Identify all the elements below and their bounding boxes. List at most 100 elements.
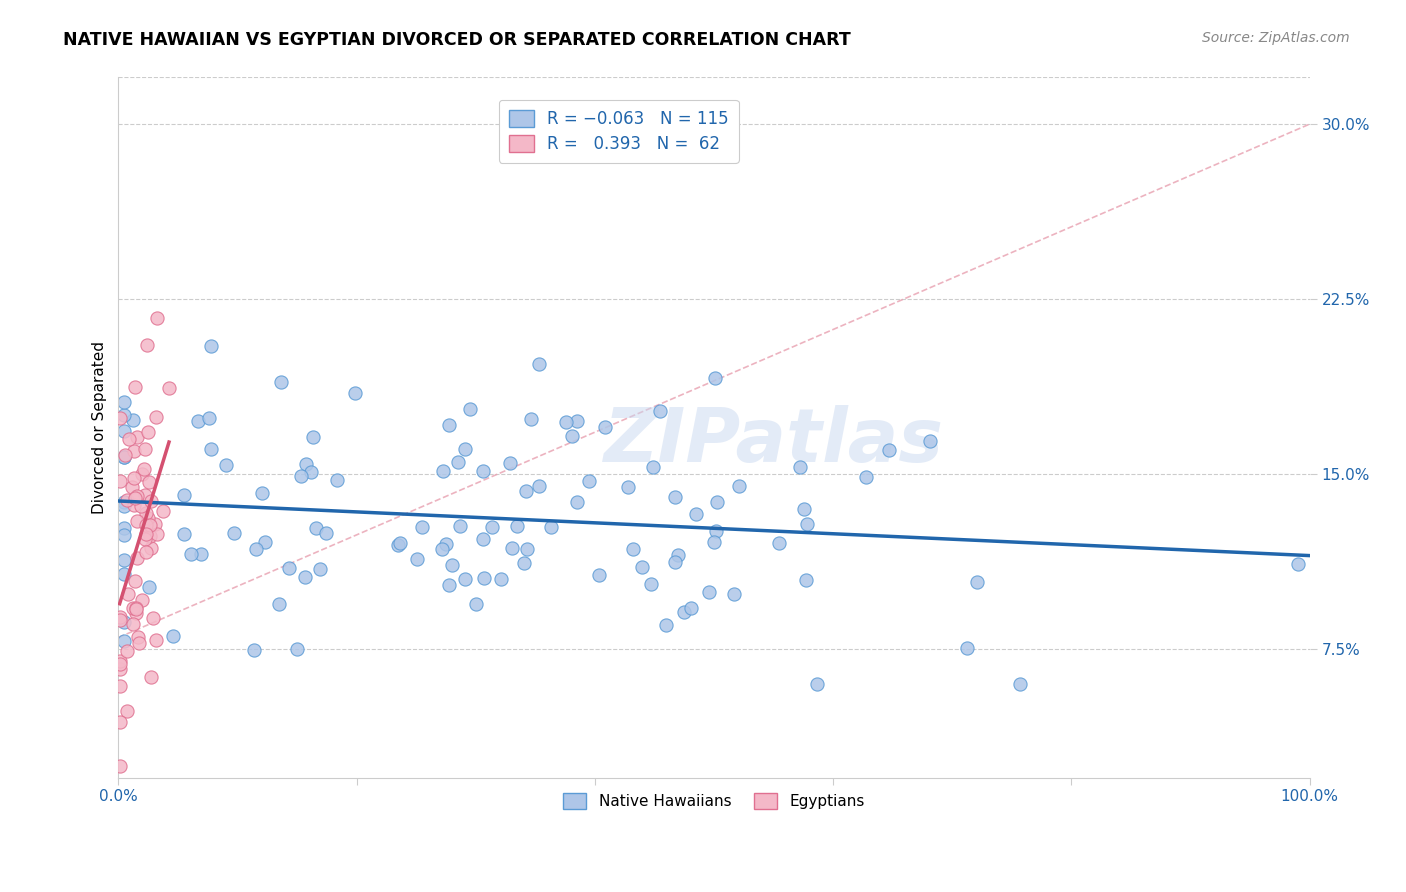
Point [157,381,180,395]
Point [270,376,292,390]
Point [138,580,160,594]
Point [703,535,725,549]
Point [520,412,543,426]
Point [108,475,131,489]
Point [630,560,652,574]
Point [173,488,195,502]
Point [134,488,156,502]
Point [128,636,150,650]
Point [197,410,219,425]
Point [129,500,152,514]
Point [441,558,464,572]
Point [135,545,157,559]
Point [567,495,589,509]
Point [299,465,322,479]
Point [527,479,550,493]
Point [108,679,131,693]
Point [190,547,212,561]
Point [879,443,901,458]
Point [728,479,751,493]
Point [664,555,686,569]
Point [956,641,979,656]
Point [685,507,707,521]
Point [112,615,135,629]
Point [139,494,162,508]
Point [697,585,720,599]
Point [121,600,143,615]
Point [121,413,143,427]
Point [527,357,550,371]
Point [112,395,135,409]
Point [326,473,349,487]
Point [180,547,202,561]
Point [406,551,429,566]
Point [124,491,146,505]
Point [294,569,316,583]
Point [616,480,638,494]
Point [136,511,159,525]
Point [499,457,522,471]
Point [855,470,877,484]
Point [200,442,222,457]
Point [793,501,815,516]
Point [112,495,135,509]
Point [139,670,162,684]
Point [125,602,148,616]
Point [449,519,471,533]
Point [215,458,238,472]
Point [796,516,818,531]
Point [122,471,145,485]
Point [173,526,195,541]
Point [243,643,266,657]
Point [139,541,162,555]
Point [112,634,135,648]
Point [132,461,155,475]
Point [387,538,409,552]
Point [295,457,318,471]
Point [162,629,184,643]
Text: Source: ZipAtlas.com: Source: ZipAtlas.com [1202,31,1350,45]
Point [138,475,160,489]
Point [134,442,156,457]
Text: NATIVE HAWAIIAN VS EGYPTIAN DIVORCED OR SEPARATED CORRELATION CHART: NATIVE HAWAIIAN VS EGYPTIAN DIVORCED OR … [63,31,851,49]
Point [112,521,135,535]
Point [920,434,942,448]
Point [471,464,494,478]
Point [474,571,496,585]
Point [122,444,145,458]
Point [277,560,299,574]
Point [491,572,513,586]
Point [650,404,672,418]
Point [302,430,325,444]
Point [108,613,131,627]
Point [447,455,470,469]
Point [1286,558,1309,572]
Point [465,597,488,611]
Point [681,600,703,615]
Point [108,411,131,425]
Point [664,490,686,504]
Point [122,617,145,632]
Point [513,556,536,570]
Point [112,552,135,566]
Point [315,525,337,540]
Point [666,549,689,563]
Point [267,597,290,611]
Point [115,704,138,718]
Point [434,537,457,551]
Point [305,521,328,535]
Point [250,486,273,500]
Point [806,677,828,691]
Point [127,631,149,645]
Point [454,442,477,456]
Point [142,611,165,625]
Point [108,609,131,624]
Point [117,587,139,601]
Text: ZIPatlas: ZIPatlas [603,405,943,478]
Point [439,577,461,591]
Point [125,601,148,615]
Point [588,568,610,582]
Point [505,518,527,533]
Point [135,506,157,520]
Point [200,339,222,353]
